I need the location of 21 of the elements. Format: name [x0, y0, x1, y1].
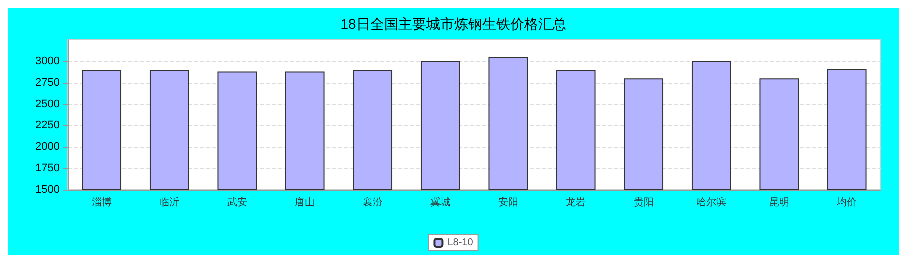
legend-label: L8-10 — [448, 238, 474, 248]
x-tick-label: 淄博 — [92, 196, 112, 208]
x-tick-label: 哈尔滨 — [696, 196, 727, 208]
x-tick-label: 襄汾 — [362, 196, 383, 208]
y-tick-label: 2000 — [36, 141, 60, 154]
x-tick-label: 临沂 — [160, 196, 180, 208]
y-tick-label: 1500 — [36, 184, 60, 196]
x-tick-label: 武安 — [227, 196, 248, 208]
x-tick-label: 冀城 — [430, 196, 451, 208]
x-tick-label: 龙岩 — [566, 196, 586, 208]
x-tick-label: 唐山 — [295, 196, 316, 208]
y-tick-label: 2250 — [36, 120, 60, 132]
x-tick-label: 均价 — [836, 196, 858, 208]
y-tick-label: 1750 — [36, 162, 60, 175]
y-tick-label: 2500 — [36, 98, 60, 110]
y-tick-label: 2750 — [36, 76, 60, 89]
x-tick-label: 贵阳 — [634, 196, 654, 208]
x-tick-label: 安阳 — [498, 196, 518, 208]
x-tick-label: 昆明 — [769, 198, 790, 208]
y-tick-label: 3000 — [36, 55, 60, 68]
chart-title: 18日全国主要城市炼钢生铁价格汇总 — [340, 16, 566, 32]
